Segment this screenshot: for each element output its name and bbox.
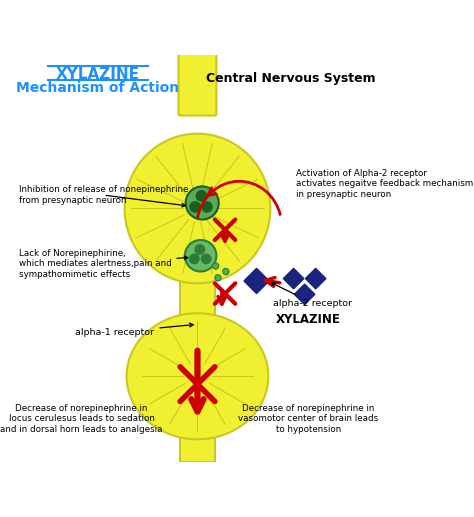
Ellipse shape bbox=[190, 254, 199, 264]
Ellipse shape bbox=[186, 187, 219, 220]
Ellipse shape bbox=[195, 245, 205, 254]
Polygon shape bbox=[305, 268, 326, 289]
Polygon shape bbox=[180, 279, 215, 327]
Polygon shape bbox=[244, 268, 269, 294]
Ellipse shape bbox=[127, 313, 268, 439]
Text: alpha-2 receptor: alpha-2 receptor bbox=[271, 283, 352, 308]
Text: Mechanism of Action: Mechanism of Action bbox=[16, 81, 179, 95]
Text: XYLAZINE: XYLAZINE bbox=[55, 67, 139, 82]
Text: Lack of Norepinephirine,
which mediates alertness,pain and
sympathomimetic effec: Lack of Norepinephirine, which mediates … bbox=[18, 249, 188, 279]
Polygon shape bbox=[294, 284, 315, 305]
FancyBboxPatch shape bbox=[179, 49, 216, 115]
Text: XYLAZINE: XYLAZINE bbox=[275, 313, 340, 326]
Ellipse shape bbox=[212, 263, 219, 269]
Ellipse shape bbox=[223, 268, 229, 275]
Ellipse shape bbox=[215, 275, 221, 281]
Polygon shape bbox=[283, 268, 304, 289]
Text: Inhibition of release of nonepinephrine
from presynaptic neuron: Inhibition of release of nonepinephrine … bbox=[18, 186, 188, 207]
Ellipse shape bbox=[190, 202, 200, 212]
Text: Activation of Alpha-2 receptor
activates negaitve feedback mechanism
in presynap: Activation of Alpha-2 receptor activates… bbox=[296, 169, 473, 199]
Text: alpha-1 receptor: alpha-1 receptor bbox=[75, 323, 193, 337]
Polygon shape bbox=[180, 431, 215, 462]
Text: Central Nervous System: Central Nervous System bbox=[206, 72, 375, 85]
Ellipse shape bbox=[202, 202, 212, 212]
Text: Decrease of norepinephrine in
locus cerulesus leads to sedation
and in dorsal ho: Decrease of norepinephrine in locus ceru… bbox=[0, 404, 163, 434]
Ellipse shape bbox=[196, 191, 207, 201]
Ellipse shape bbox=[185, 240, 216, 271]
Ellipse shape bbox=[125, 133, 270, 283]
Ellipse shape bbox=[201, 254, 211, 264]
Text: Decrease of norepinephrine in
vasomotor center of brain leads
to hypotension: Decrease of norepinephrine in vasomotor … bbox=[238, 404, 379, 434]
